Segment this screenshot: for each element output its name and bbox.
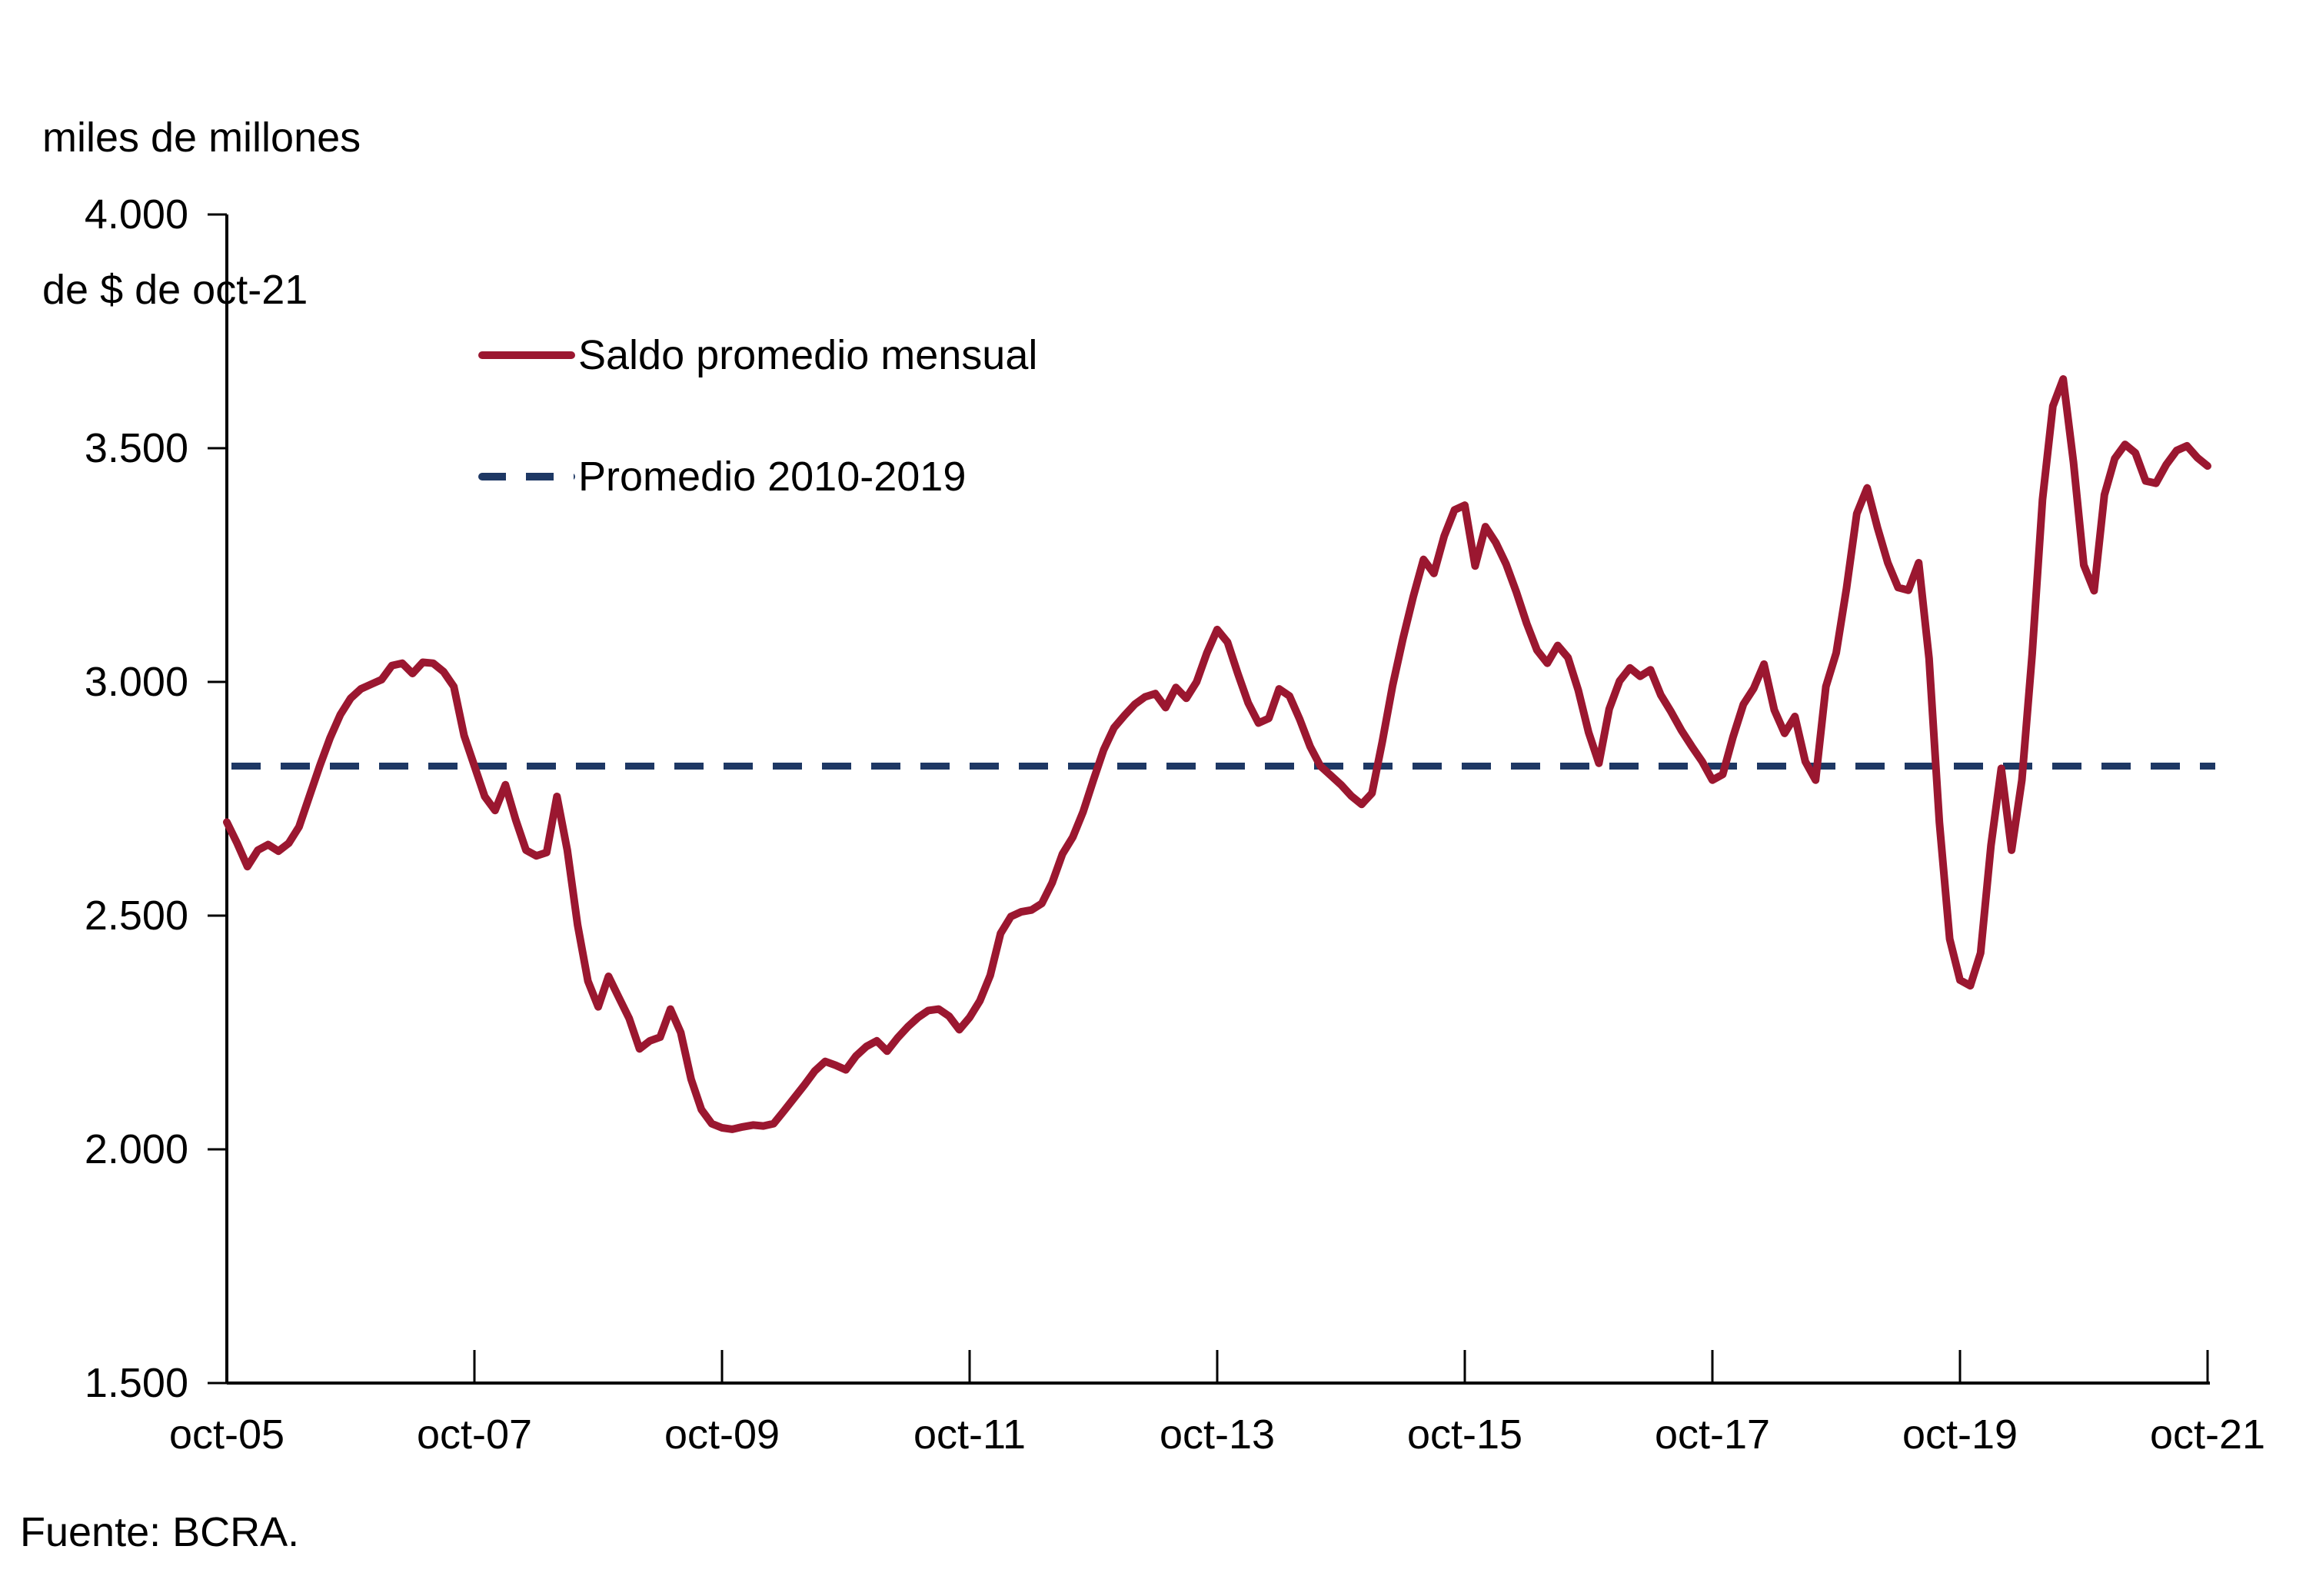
x-tick-label: oct-13 — [1160, 1411, 1275, 1458]
title-line-2: de $ de oct-21 — [42, 267, 308, 313]
y-tick-label: 2.000 — [85, 1126, 188, 1172]
y-tick-label: 3.000 — [85, 659, 188, 705]
y-tick-label: 2.500 — [85, 893, 188, 939]
x-tick-label: oct-11 — [913, 1411, 1026, 1458]
legend-solid-line-icon — [478, 351, 575, 359]
y-tick-label: 4.000 — [85, 191, 188, 238]
x-tick-label: oct-05 — [169, 1411, 285, 1458]
x-tick-label: oct-07 — [417, 1411, 532, 1458]
series-line-saldo-promedio-mensual — [223, 375, 2211, 1133]
x-tick-label: oct-21 — [2150, 1411, 2265, 1458]
legend-label-saldo: Saldo promedio mensual — [578, 332, 1038, 378]
legend-item-promedio: Promedio 2010-2019 — [478, 452, 1037, 501]
source-note: Fuente: BCRA. — [20, 1509, 300, 1555]
title-line-1: miles de millones — [42, 115, 361, 161]
x-tick-label: oct-09 — [664, 1411, 780, 1458]
legend-item-saldo: Saldo promedio mensual — [478, 331, 1037, 380]
y-tick-label: 3.500 — [85, 425, 188, 471]
y-axis-unit-title: miles de millones de $ de oct-21 — [42, 11, 361, 417]
chart-legend: Saldo promedio mensual Promedio 2010-201… — [478, 331, 1037, 501]
legend-label-promedio: Promedio 2010-2019 — [578, 454, 967, 500]
y-tick-label: 1.500 — [85, 1360, 188, 1406]
legend-dashed-line-icon — [478, 473, 575, 480]
x-tick-label: oct-17 — [1655, 1411, 1770, 1458]
x-tick-label: oct-15 — [1407, 1411, 1522, 1458]
x-tick-label: oct-19 — [1902, 1411, 2018, 1458]
